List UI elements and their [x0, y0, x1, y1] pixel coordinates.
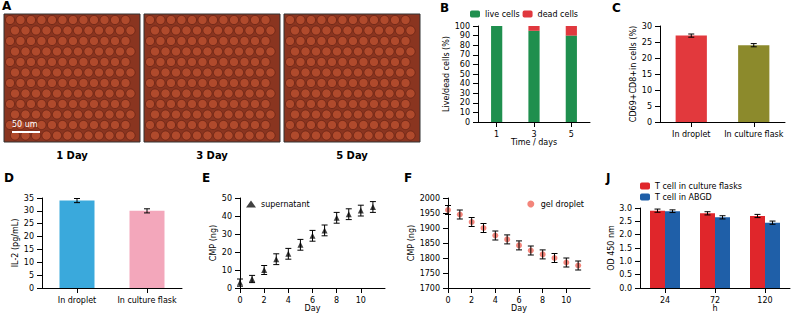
svg-text:1.5: 1.5	[619, 244, 632, 253]
svg-text:20: 20	[222, 248, 232, 257]
svg-text:4: 4	[286, 296, 291, 305]
svg-text:5 Day: 5 Day	[336, 150, 368, 161]
svg-text:2000: 2000	[420, 194, 440, 203]
svg-text:60: 60	[460, 60, 470, 69]
svg-text:8: 8	[334, 296, 339, 305]
svg-text:2.5: 2.5	[619, 217, 632, 226]
svg-text:0: 0	[647, 118, 652, 127]
svg-text:T cell in culture flasks: T cell in culture flasks	[654, 182, 742, 191]
svg-text:0: 0	[227, 284, 232, 293]
svg-text:0: 0	[445, 296, 450, 305]
svg-text:5: 5	[29, 271, 34, 280]
svg-text:B: B	[440, 1, 449, 15]
svg-text:10: 10	[24, 258, 34, 267]
svg-text:0.0: 0.0	[619, 284, 632, 293]
svg-text:5: 5	[647, 102, 652, 111]
svg-text:J: J	[605, 171, 610, 185]
svg-text:10: 10	[460, 108, 470, 117]
svg-text:20: 20	[460, 98, 470, 107]
svg-text:72: 72	[710, 296, 720, 305]
svg-text:8: 8	[540, 296, 545, 305]
svg-text:In culture flask: In culture flask	[724, 130, 784, 139]
svg-text:Live/dead cells (%): Live/dead cells (%)	[442, 36, 451, 112]
svg-text:10: 10	[642, 86, 652, 95]
svg-text:25: 25	[24, 219, 34, 228]
svg-text:30: 30	[24, 206, 34, 215]
svg-text:In culture flask: In culture flask	[117, 296, 177, 305]
svg-text:supernatant: supernatant	[261, 200, 310, 209]
svg-text:35: 35	[24, 194, 34, 203]
svg-text:10: 10	[356, 296, 366, 305]
svg-text:2.0: 2.0	[619, 230, 632, 239]
svg-text:30: 30	[460, 89, 470, 98]
svg-text:h: h	[712, 304, 717, 313]
svg-text:0: 0	[465, 118, 470, 127]
svg-text:50 um: 50 um	[12, 120, 38, 129]
svg-text:120: 120	[757, 296, 772, 305]
svg-text:E: E	[202, 171, 210, 185]
svg-text:OD 450 nm: OD 450 nm	[607, 225, 616, 271]
svg-text:1800: 1800	[420, 254, 440, 263]
svg-text:Time / days: Time / days	[510, 138, 557, 147]
svg-text:80: 80	[460, 41, 470, 50]
svg-text:70: 70	[460, 50, 470, 59]
svg-text:3 Day: 3 Day	[196, 150, 228, 161]
svg-text:T cell in ABGD: T cell in ABGD	[654, 193, 712, 202]
svg-text:A: A	[2, 0, 12, 13]
svg-text:20: 20	[642, 54, 652, 63]
svg-text:0: 0	[29, 284, 34, 293]
svg-text:90: 90	[460, 31, 470, 40]
svg-text:2: 2	[469, 296, 474, 305]
svg-text:0: 0	[237, 296, 242, 305]
svg-text:40: 40	[460, 79, 470, 88]
svg-text:Day: Day	[511, 304, 527, 313]
svg-text:3: 3	[531, 130, 536, 139]
svg-text:2: 2	[262, 296, 267, 305]
svg-text:live cells: live cells	[485, 10, 520, 19]
svg-text:IL-2 (pg/mL): IL-2 (pg/mL)	[11, 219, 20, 268]
svg-text:20: 20	[24, 232, 34, 241]
svg-text:D: D	[4, 171, 14, 185]
svg-text:CMP (ng): CMP (ng)	[407, 225, 416, 261]
svg-text:F: F	[404, 171, 412, 185]
svg-text:25: 25	[642, 38, 652, 47]
svg-text:50: 50	[460, 70, 470, 79]
svg-text:In droplet: In droplet	[672, 130, 710, 139]
svg-text:1900: 1900	[420, 224, 440, 233]
svg-text:C: C	[612, 1, 621, 15]
svg-text:1.0: 1.0	[619, 257, 632, 266]
svg-text:3.0: 3.0	[619, 204, 632, 213]
svg-text:In droplet: In droplet	[58, 296, 96, 305]
svg-text:50: 50	[222, 194, 232, 203]
svg-text:30: 30	[222, 230, 232, 239]
svg-text:5: 5	[569, 130, 574, 139]
svg-text:Day: Day	[305, 304, 321, 313]
svg-text:4: 4	[493, 296, 498, 305]
svg-text:100: 100	[455, 22, 470, 31]
svg-text:1950: 1950	[420, 209, 440, 218]
svg-text:0.5: 0.5	[619, 270, 632, 279]
svg-text:CD69+CD8+in cells (%): CD69+CD8+in cells (%)	[629, 26, 638, 122]
svg-text:CMP (ng): CMP (ng)	[209, 225, 218, 261]
svg-text:dead cells: dead cells	[538, 10, 578, 19]
svg-text:1850: 1850	[420, 239, 440, 248]
svg-text:30: 30	[642, 22, 652, 31]
svg-text:10: 10	[561, 296, 571, 305]
svg-text:1: 1	[494, 130, 499, 139]
svg-text:1700: 1700	[420, 284, 440, 293]
svg-text:10: 10	[222, 266, 232, 275]
svg-text:1750: 1750	[420, 269, 440, 278]
svg-text:gel droplet: gel droplet	[541, 200, 584, 209]
svg-text:15: 15	[642, 70, 652, 79]
svg-text:1 Day: 1 Day	[56, 150, 88, 161]
svg-text:40: 40	[222, 212, 232, 221]
svg-text:15: 15	[24, 245, 34, 254]
svg-text:6: 6	[310, 296, 315, 305]
svg-text:24: 24	[660, 296, 670, 305]
svg-text:6: 6	[516, 296, 521, 305]
